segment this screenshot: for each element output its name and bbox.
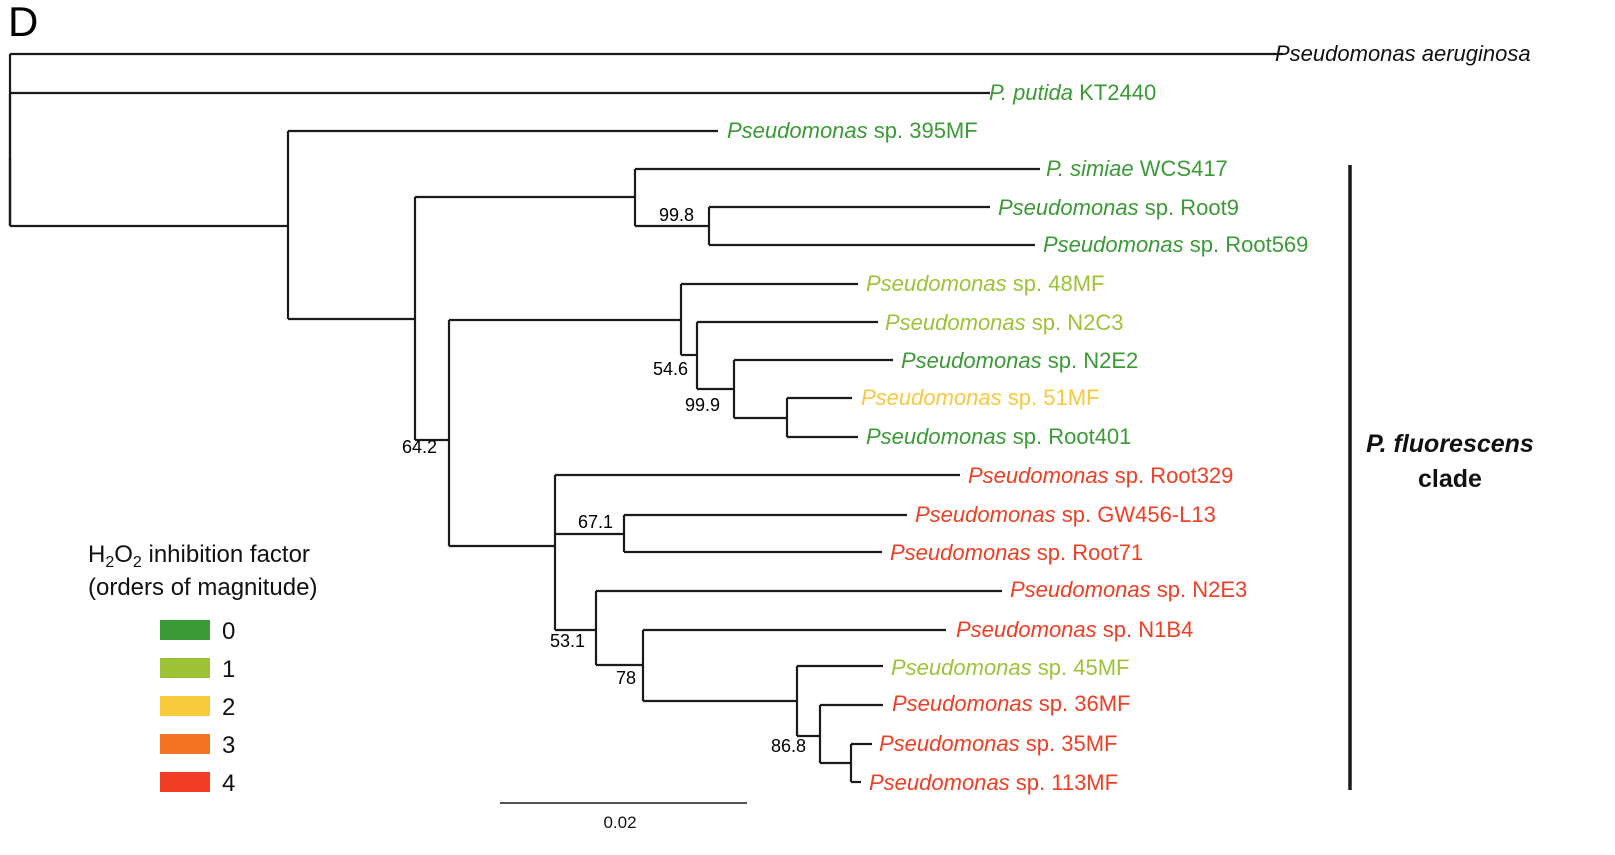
leaf-label: Pseudomonas sp. 113MF bbox=[869, 770, 1118, 795]
leaf-label: Pseudomonas sp. GW456-L13 bbox=[915, 502, 1216, 527]
legend-label: 1 bbox=[222, 656, 235, 683]
leaf-label: Pseudomonas sp. 35MF bbox=[879, 731, 1117, 756]
support-value: 67.1 bbox=[578, 512, 613, 532]
legend-label: 0 bbox=[222, 618, 235, 645]
legend-label: 3 bbox=[222, 732, 235, 759]
leaf-label: Pseudomonas sp. 48MF bbox=[866, 271, 1104, 296]
leaf-label: Pseudomonas sp. 51MF bbox=[861, 385, 1099, 410]
support-value: 53.1 bbox=[550, 631, 585, 651]
leaf-label: Pseudomonas sp. Root329 bbox=[968, 463, 1233, 488]
legend-swatch bbox=[160, 620, 210, 640]
clade-name: P. fluorescens bbox=[1366, 430, 1534, 458]
support-value: 99.9 bbox=[685, 395, 720, 415]
legend-title-line1: H2O2 inhibition factor bbox=[88, 541, 310, 571]
leaf-label: P. putida KT2440 bbox=[989, 80, 1156, 105]
leaf-label: Pseudomonas sp. N2C3 bbox=[885, 310, 1123, 335]
leaf-label: P. simiae WCS417 bbox=[1046, 156, 1228, 181]
tree-branches bbox=[8, 52, 1283, 784]
leaf-label: Pseudomonas sp. N2E2 bbox=[901, 348, 1138, 373]
support-value: 64.2 bbox=[402, 437, 437, 457]
color-legend: H2O2 inhibition factor (orders of magnit… bbox=[88, 541, 317, 797]
leaf-label: Pseudomonas sp. 36MF bbox=[892, 691, 1130, 716]
leaf-label: Pseudomonas sp. N1B4 bbox=[956, 617, 1193, 642]
leaf-label: Pseudomonas sp. Root9 bbox=[998, 195, 1239, 220]
clade-word: clade bbox=[1418, 465, 1482, 493]
scale-bar-label: 0.02 bbox=[603, 813, 636, 832]
legend-swatch bbox=[160, 696, 210, 716]
support-value: 86.8 bbox=[771, 736, 806, 756]
legend-title-line2: (orders of magnitude) bbox=[88, 574, 317, 601]
panel-label: D bbox=[8, 0, 38, 45]
leaf-labels: Pseudomonas aeruginosa P. putida KT2440 Ps… bbox=[727, 41, 1531, 795]
leaf-label: Pseudomonas sp. Root401 bbox=[866, 424, 1131, 449]
legend-swatch bbox=[160, 734, 210, 754]
support-value: 54.6 bbox=[653, 359, 688, 379]
support-value: 78 bbox=[616, 668, 636, 688]
leaf-label: Pseudomonas aeruginosa bbox=[1275, 41, 1531, 66]
legend-label: 4 bbox=[222, 770, 235, 797]
support-value: 99.8 bbox=[659, 205, 694, 225]
leaf-label: Pseudomonas sp. 395MF bbox=[727, 118, 978, 143]
support-values: 99.8 54.6 99.9 64.2 67.1 53.1 78 86.8 bbox=[402, 205, 806, 756]
legend-swatch bbox=[160, 658, 210, 678]
leaf-label: Pseudomonas sp. Root569 bbox=[1043, 232, 1308, 257]
leaf-label: Pseudomonas sp. 45MF bbox=[891, 655, 1129, 680]
legend-swatch bbox=[160, 772, 210, 792]
leaf-label: Pseudomonas sp. Root71 bbox=[890, 540, 1143, 565]
leaf-label: Pseudomonas sp. N2E3 bbox=[1010, 577, 1247, 602]
legend-label: 2 bbox=[222, 694, 235, 721]
